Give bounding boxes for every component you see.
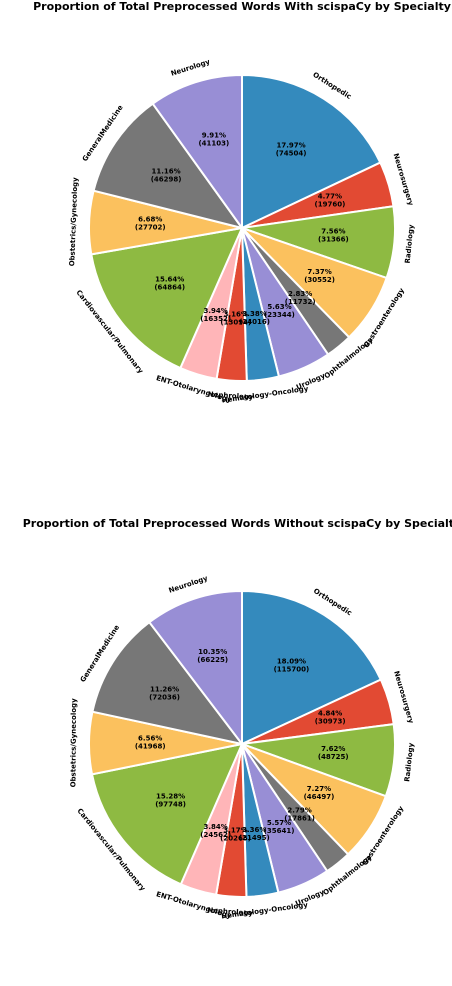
count-label-neurosurgery: (30973) bbox=[315, 717, 346, 725]
percent-label-hematology-oncology: 3.38% bbox=[242, 310, 266, 318]
percent-label-neurology: 9.91% bbox=[202, 132, 226, 140]
count-label-orthopedic: (115700) bbox=[274, 666, 310, 674]
count-label-neurology: (66225) bbox=[197, 656, 228, 664]
category-label-radiology: Radiology bbox=[403, 742, 415, 782]
percent-label-obstetrics-gynecology: 6.68% bbox=[138, 216, 162, 224]
percent-label-hematology-oncology: 3.36% bbox=[242, 826, 266, 834]
percent-label-ent-otolaryngology: 3.84% bbox=[204, 823, 228, 831]
percent-label-generalmedicine: 11.16% bbox=[152, 167, 181, 175]
count-label-hematology-oncology: (14016) bbox=[239, 318, 270, 326]
count-label-nephrology: (20265) bbox=[220, 835, 251, 843]
pie-slice-neurology bbox=[151, 73, 243, 232]
chart-title: Proportion of Total Preprocessed Words W… bbox=[33, 0, 451, 13]
percent-label-cardiovascular-pulmonary: 15.64% bbox=[155, 276, 184, 284]
percent-label-urology: 5.57% bbox=[267, 819, 291, 827]
percent-label-nephrology: 3.16% bbox=[224, 311, 248, 319]
count-label-orthopedic: (74504) bbox=[276, 149, 307, 157]
pie-slice-neurology bbox=[147, 589, 243, 747]
percent-label-orthopedic: 18.09% bbox=[277, 658, 306, 666]
pie-slice-cardiovascular-pulmonary bbox=[90, 742, 244, 886]
percent-label-generalmedicine: 11.26% bbox=[150, 686, 179, 694]
pie-chart-with-scispacy: Proportion of Total Preprocessed Words W… bbox=[33, 0, 451, 405]
percent-label-ent-otolaryngology: 3.94% bbox=[204, 307, 228, 315]
pie-slice-cardiovascular-pulmonary bbox=[90, 226, 244, 370]
percent-label-orthopedic: 17.97% bbox=[277, 141, 306, 149]
percent-label-ophthalmology: 2.79% bbox=[287, 806, 311, 814]
count-label-cardiovascular-pulmonary: (64864) bbox=[154, 284, 185, 292]
category-label-obstetrics-gynecology: Obstetrics/Gynecology bbox=[69, 698, 78, 788]
percent-label-neurosurgery: 4.77% bbox=[318, 193, 342, 201]
count-label-urology: (35641) bbox=[264, 827, 295, 835]
pie-slices bbox=[88, 73, 396, 382]
percent-label-gastroenterology: 7.37% bbox=[307, 268, 331, 276]
count-label-neurology: (41103) bbox=[198, 140, 229, 148]
percent-label-ophthalmology: 2.83% bbox=[288, 290, 312, 298]
count-label-obstetrics-gynecology: (27702) bbox=[135, 224, 166, 232]
category-label-neurosurgery: Neurosurgery bbox=[392, 152, 415, 207]
percent-label-radiology: 7.56% bbox=[321, 228, 345, 236]
pie-slice-orthopedic bbox=[241, 73, 382, 230]
category-label-nephrology: Nephrology bbox=[208, 390, 255, 401]
pie-slice-generalmedicine bbox=[91, 620, 245, 746]
category-label-radiology: Radiology bbox=[404, 224, 416, 264]
count-label-generalmedicine: (72036) bbox=[149, 694, 180, 702]
percent-label-neurosurgery: 4.84% bbox=[318, 709, 342, 717]
count-label-generalmedicine: (46298) bbox=[151, 175, 182, 183]
percent-label-nephrology: 3.17% bbox=[223, 827, 247, 835]
chart-title: Proportion of Total Preprocessed Words W… bbox=[23, 517, 452, 530]
count-label-radiology: (31366) bbox=[318, 236, 349, 244]
category-label-neurology: Neurology bbox=[170, 58, 212, 78]
pie-chart-without-scispacy: Proportion of Total Preprocessed Words W… bbox=[23, 517, 452, 921]
count-label-radiology: (48725) bbox=[318, 753, 349, 761]
percent-label-obstetrics-gynecology: 6.56% bbox=[138, 734, 162, 742]
count-label-obstetrics-gynecology: (41968) bbox=[135, 742, 166, 750]
count-label-nephrology: (13094) bbox=[220, 319, 251, 327]
count-label-ophthalmology: (11732) bbox=[285, 298, 316, 306]
count-label-ophthalmology: (17861) bbox=[284, 814, 315, 822]
percent-label-gastroenterology: 7.27% bbox=[307, 785, 331, 793]
pie-slice-generalmedicine bbox=[92, 102, 245, 230]
count-label-ent-otolaryngology: (16352) bbox=[200, 315, 231, 323]
count-label-gastroenterology: (30552) bbox=[304, 276, 335, 284]
category-label-neurosurgery: Neurosurgery bbox=[392, 670, 415, 725]
count-label-ent-otolaryngology: (24562) bbox=[200, 831, 231, 839]
count-label-gastroenterology: (46497) bbox=[304, 793, 335, 801]
percent-label-urology: 5.63% bbox=[267, 303, 291, 311]
category-label-obstetrics-gynecology: Obstetrics/Gynecology bbox=[68, 177, 79, 267]
percent-label-radiology: 7.62% bbox=[321, 745, 345, 753]
count-label-urology: (23344) bbox=[264, 311, 295, 319]
count-label-hematology-oncology: (21495) bbox=[239, 834, 270, 842]
percent-label-cardiovascular-pulmonary: 15.28% bbox=[156, 793, 185, 801]
category-label-neurology: Neurology bbox=[168, 574, 209, 595]
pie-slice-orthopedic bbox=[241, 589, 383, 746]
pie-slices bbox=[88, 589, 396, 898]
percent-label-neurology: 10.35% bbox=[198, 648, 227, 656]
category-label-nephrology: Nephrology bbox=[207, 906, 254, 917]
count-label-neurosurgery: (19760) bbox=[315, 201, 346, 209]
count-label-cardiovascular-pulmonary: (97748) bbox=[155, 801, 186, 809]
